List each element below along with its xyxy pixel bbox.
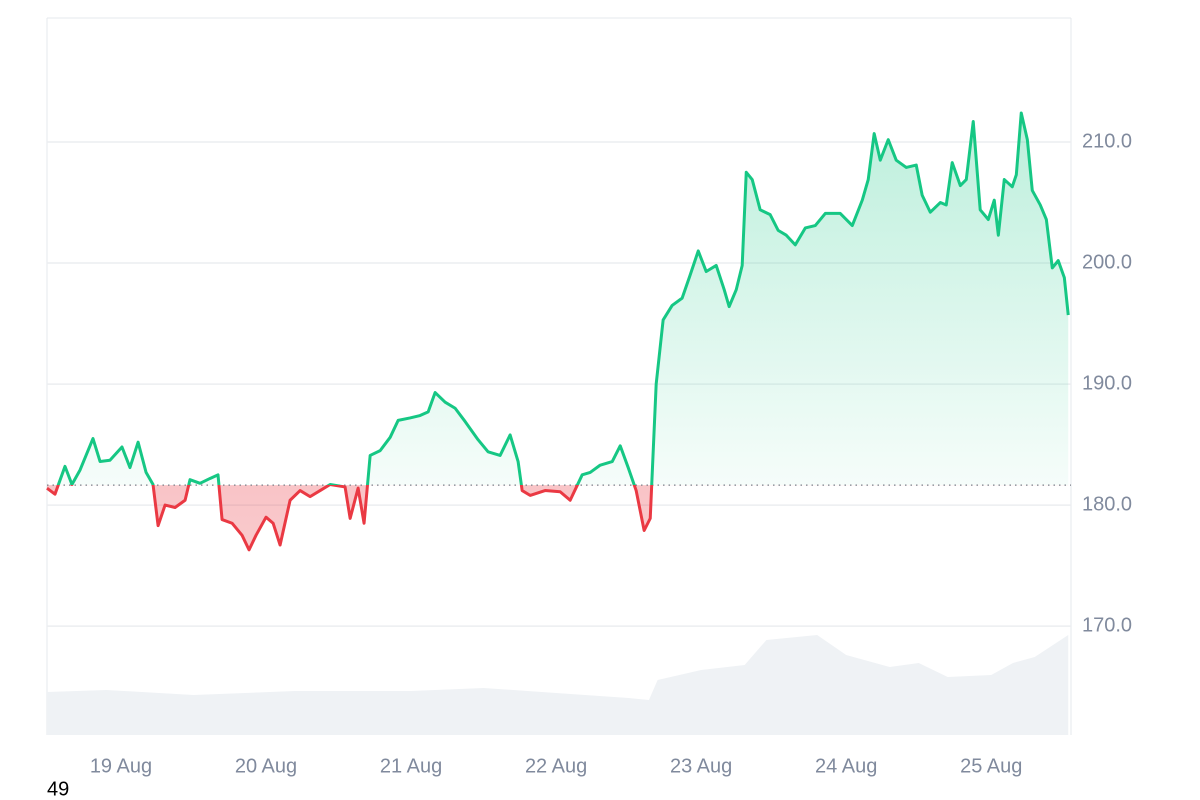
y-tick-label: 210.0 — [1082, 130, 1132, 152]
y-tick-label: 200.0 — [1082, 251, 1132, 273]
price-line — [46, 111, 1070, 552]
x-tick-label: 22 Aug — [525, 755, 587, 777]
y-tick-label: 170.0 — [1082, 614, 1132, 636]
y-tick-label: 180.0 — [1082, 493, 1132, 515]
x-tick-label: 23 Aug — [670, 755, 732, 777]
volume-area — [47, 635, 1069, 735]
price-area — [47, 112, 1069, 550]
corner-label: 49 — [47, 778, 69, 800]
x-tick-label: 25 Aug — [960, 755, 1022, 777]
x-tick-label: 20 Aug — [235, 755, 297, 777]
y-tick-label: 190.0 — [1082, 372, 1132, 394]
x-tick-label: 19 Aug — [90, 755, 152, 777]
x-tick-label: 21 Aug — [380, 755, 442, 777]
x-tick-label: 24 Aug — [815, 755, 877, 777]
